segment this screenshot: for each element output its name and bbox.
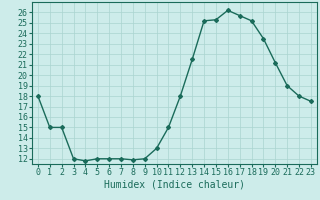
X-axis label: Humidex (Indice chaleur): Humidex (Indice chaleur) — [104, 180, 245, 190]
